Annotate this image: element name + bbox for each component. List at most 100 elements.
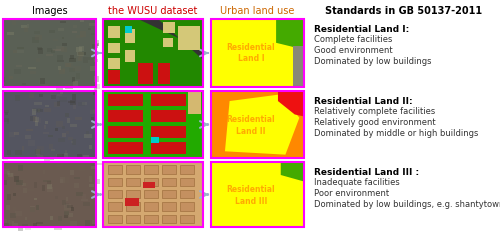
Bar [4,110,9,113]
Bar [22,224,28,226]
Bar [43,170,45,174]
Bar [43,132,49,134]
Text: Dominated by low buildings, e.g. shantytowns: Dominated by low buildings, e.g. shantyt… [314,200,500,209]
Polygon shape [278,91,304,116]
Bar [211,91,304,158]
Bar [72,94,76,100]
Bar [108,94,143,106]
Bar [48,135,53,137]
Bar [3,19,96,87]
Bar [162,202,176,211]
Bar [61,47,67,52]
Bar [4,77,6,82]
Bar [11,173,15,176]
Bar [125,26,132,33]
Bar [16,150,22,155]
Bar [89,146,92,149]
Polygon shape [225,94,300,155]
Bar [56,46,64,52]
Bar [76,192,82,196]
Bar [72,139,76,145]
Bar [22,146,24,151]
Bar [36,149,40,155]
Bar [30,116,36,122]
Bar [50,216,53,220]
Bar [28,140,35,146]
Bar [103,91,203,158]
Bar [50,92,53,95]
Bar [36,118,41,123]
Bar [78,52,86,55]
Bar [84,202,90,206]
Bar [70,55,74,59]
Bar [151,142,186,154]
Bar [211,162,304,227]
Bar [66,131,69,134]
Bar [162,190,176,198]
Bar [74,176,80,179]
Bar [108,26,120,38]
Bar [18,227,22,231]
Bar [47,184,52,189]
Bar [30,206,35,212]
Bar [72,31,76,33]
Bar [44,84,49,88]
Bar [60,21,66,23]
Bar [9,132,15,137]
Bar [35,117,39,122]
Bar [125,198,139,206]
Bar [29,93,34,98]
Bar [34,198,36,200]
Bar [35,149,41,154]
Bar [108,165,122,174]
Bar [94,59,98,62]
Bar [211,91,304,158]
Bar [6,171,10,176]
Bar [125,50,135,62]
Bar [40,94,42,97]
Bar [84,155,89,157]
Bar [151,94,186,106]
Bar [108,126,143,138]
Bar [17,50,24,52]
Bar [13,50,18,53]
Bar [58,94,62,96]
Text: Residential
Land I: Residential Land I [226,43,276,63]
Bar [76,154,82,158]
Bar [108,190,122,198]
Bar [162,178,176,186]
Bar [38,48,44,54]
Bar [92,44,98,49]
Bar [58,66,60,70]
Bar [162,165,176,174]
Bar [3,180,7,185]
Bar [44,108,51,112]
Bar [54,224,62,230]
Bar [78,57,82,61]
Text: Standards in GB 50137-2011: Standards in GB 50137-2011 [326,6,482,16]
Bar [13,193,16,196]
Bar [34,102,42,105]
Bar [151,126,186,138]
Bar [144,215,158,223]
Bar [26,189,34,191]
Bar [70,100,76,105]
Bar [25,135,31,139]
Bar [38,109,40,112]
Bar [138,63,153,84]
Bar [84,57,88,63]
Text: Relatively complete facilities: Relatively complete facilities [314,107,435,116]
Bar [144,165,158,174]
Bar [46,54,52,56]
Bar [76,35,84,37]
Bar [47,181,52,185]
Bar [103,162,203,227]
Bar [74,183,79,188]
Bar [69,213,73,217]
Bar [32,109,36,115]
Bar [57,163,63,167]
Bar [85,220,90,226]
Bar [16,64,22,67]
Bar [74,66,81,71]
Bar [62,126,65,129]
